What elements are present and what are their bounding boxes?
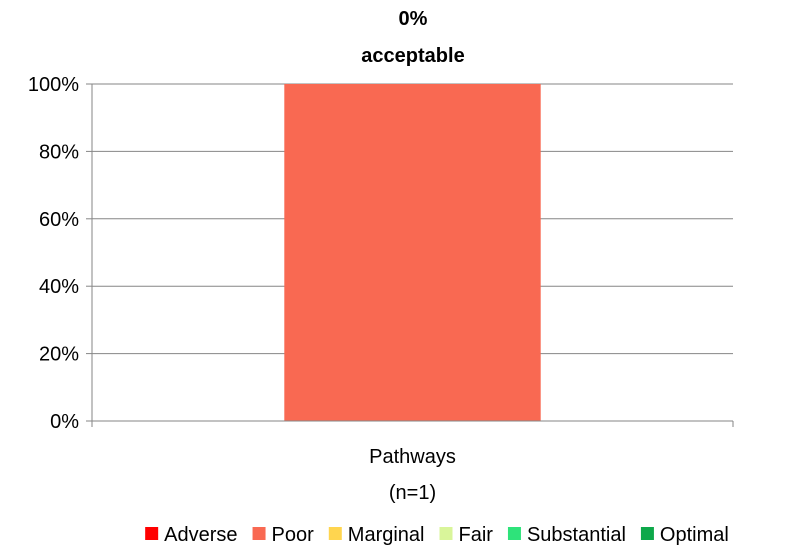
- y-tick-label: 80%: [39, 141, 79, 163]
- y-tick-label: 40%: [39, 276, 79, 298]
- y-tick-label: 0%: [50, 411, 79, 433]
- bar-poor-pathways: [284, 84, 541, 421]
- legend-label-adverse: Adverse: [164, 524, 237, 546]
- legend-label-fair: Fair: [459, 524, 494, 546]
- legend-label-marginal: Marginal: [348, 524, 425, 546]
- legend-swatch-adverse: [145, 527, 159, 540]
- legend-label-optimal: Optimal: [660, 524, 729, 546]
- legend-swatch-optimal: [640, 527, 654, 540]
- legend-swatch-marginal: [328, 527, 342, 540]
- x-tick-label-count: (n=1): [389, 482, 436, 504]
- chart-title-line2: acceptable: [361, 45, 464, 67]
- legend: Adverse Poor Marginal Fair Substantial Optima…: [145, 524, 729, 546]
- y-tick-label: 20%: [39, 344, 79, 366]
- legend-swatch-substantial: [507, 527, 521, 540]
- y-tick-label: 60%: [39, 209, 79, 231]
- legend-label-substantial: Substantial: [527, 524, 626, 546]
- bars: [284, 84, 541, 421]
- x-tick-label: Pathways: [369, 446, 456, 468]
- y-tick-label: 100%: [28, 74, 79, 96]
- legend-swatch-fair: [439, 527, 453, 540]
- legend-label-poor: Poor: [272, 524, 315, 546]
- axes: 0% 20% 40% 60% 80% 100% Pathways (n=1): [28, 74, 734, 504]
- legend-swatch-poor: [252, 527, 266, 540]
- chart-title-line1: 0%: [399, 8, 428, 30]
